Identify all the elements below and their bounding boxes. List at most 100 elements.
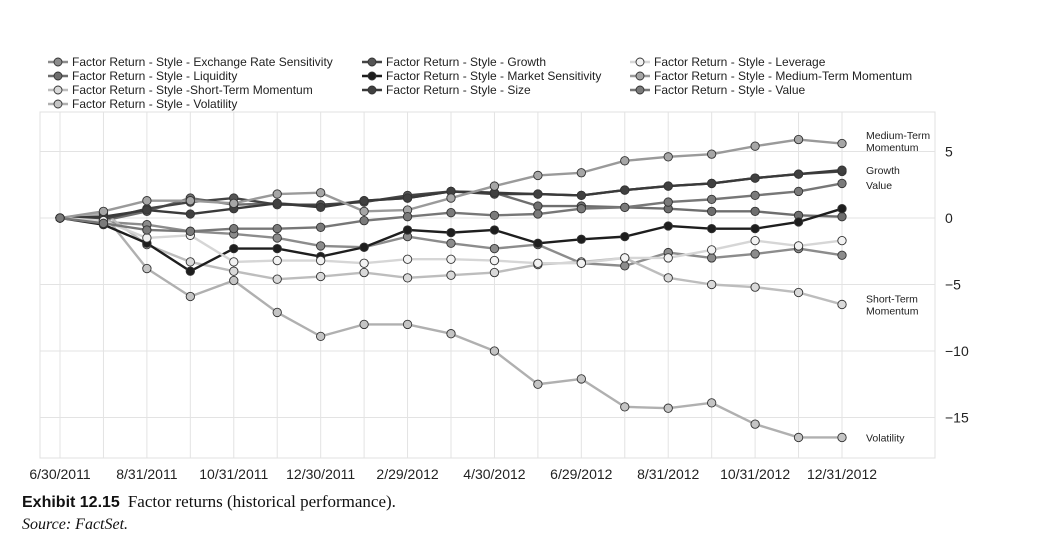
legend-swatch-marker bbox=[367, 57, 377, 67]
data-point bbox=[272, 189, 282, 199]
data-point bbox=[489, 267, 500, 278]
data-point bbox=[142, 196, 152, 206]
data-point bbox=[707, 206, 717, 217]
data-point bbox=[837, 235, 847, 246]
y-tick-label: −5 bbox=[945, 277, 961, 293]
data-point bbox=[620, 156, 630, 166]
x-tick-label: 2/29/2012 bbox=[376, 466, 438, 482]
data-point bbox=[620, 231, 630, 242]
data-point bbox=[489, 210, 500, 220]
data-point bbox=[837, 432, 847, 443]
data-point bbox=[576, 190, 586, 201]
data-point bbox=[707, 223, 717, 234]
y-tick-label: 5 bbox=[945, 144, 953, 160]
data-point bbox=[750, 223, 760, 234]
data-point bbox=[533, 258, 543, 268]
data-point bbox=[837, 138, 847, 149]
data-point bbox=[837, 204, 847, 214]
legend-swatch-marker bbox=[53, 85, 63, 95]
data-point bbox=[316, 222, 326, 232]
data-point bbox=[272, 255, 282, 266]
legend-entry: Factor Return - Style - Exchange Rate Se… bbox=[72, 55, 333, 69]
data-point bbox=[750, 282, 760, 292]
data-point bbox=[663, 403, 673, 413]
data-point bbox=[620, 185, 630, 195]
data-point bbox=[489, 346, 500, 356]
data-point bbox=[663, 221, 673, 231]
data-point bbox=[272, 274, 282, 284]
data-point bbox=[142, 263, 152, 274]
data-point bbox=[793, 432, 804, 443]
data-point bbox=[620, 202, 630, 213]
data-point bbox=[142, 233, 152, 243]
y-tick-label: −10 bbox=[945, 343, 969, 359]
legend-entry: Factor Return - Style - Market Sensitivi… bbox=[386, 69, 601, 83]
legend-swatch-marker bbox=[635, 71, 645, 81]
data-point bbox=[837, 178, 847, 189]
series-annotation: Short-Term Momentum bbox=[866, 293, 919, 317]
legend-entry: Factor Return - Style - Volatility bbox=[72, 97, 237, 111]
data-point bbox=[359, 258, 369, 268]
data-point bbox=[229, 198, 239, 209]
data-point bbox=[316, 271, 326, 282]
data-point bbox=[316, 188, 326, 198]
data-point bbox=[707, 398, 717, 408]
data-point bbox=[55, 213, 65, 223]
data-point bbox=[142, 205, 152, 215]
data-point bbox=[793, 217, 804, 227]
plot-area: 5 0 −5 −10 −15 6/30/2011 8/31/2011 10/31/2011 12… bbox=[29, 111, 969, 482]
legend-swatch-marker bbox=[53, 57, 63, 67]
data-point bbox=[576, 258, 586, 268]
x-tick-label: 10/31/2011 bbox=[199, 466, 268, 482]
x-tick-label: 8/31/2011 bbox=[116, 466, 177, 482]
x-tick-label: 12/31/2012 bbox=[807, 466, 877, 482]
x-tick-label: 4/30/2012 bbox=[463, 466, 525, 482]
data-point bbox=[837, 250, 847, 260]
data-point bbox=[272, 243, 282, 254]
data-point bbox=[402, 273, 413, 283]
legend-entry: Factor Return - Style -Short-Term Moment… bbox=[72, 83, 313, 97]
data-point bbox=[793, 134, 804, 145]
legend-entry: Factor Return - Style - Medium-Term Mome… bbox=[654, 69, 912, 83]
caption-text: Factor returns (historical performance). bbox=[127, 492, 396, 511]
data-point bbox=[229, 275, 239, 286]
data-point bbox=[402, 254, 413, 264]
data-point bbox=[707, 245, 717, 255]
y-tick-label: −15 bbox=[945, 410, 969, 426]
data-point bbox=[359, 206, 369, 217]
data-point bbox=[489, 255, 500, 266]
data-point bbox=[272, 198, 282, 209]
series-annotation: Value bbox=[866, 180, 892, 192]
data-point bbox=[316, 202, 326, 213]
x-tick-label: 12/30/2011 bbox=[286, 466, 355, 482]
data-point bbox=[142, 225, 152, 235]
data-point bbox=[793, 241, 804, 251]
data-point bbox=[576, 234, 586, 244]
data-point bbox=[402, 319, 413, 330]
data-point bbox=[750, 141, 760, 151]
data-point bbox=[663, 273, 673, 283]
data-point bbox=[402, 193, 413, 203]
data-point bbox=[533, 201, 543, 211]
data-point bbox=[98, 218, 109, 228]
data-point bbox=[489, 243, 500, 254]
data-point bbox=[707, 194, 717, 205]
figure-caption: Exhibit 12.15 Factor returns (historical … bbox=[22, 492, 396, 512]
data-point bbox=[750, 206, 760, 217]
legend-entry: Factor Return - Style - Leverage bbox=[654, 55, 826, 69]
data-point bbox=[316, 331, 326, 342]
data-point bbox=[663, 197, 673, 207]
data-point bbox=[707, 149, 717, 159]
data-point bbox=[793, 186, 804, 197]
data-point bbox=[707, 279, 717, 290]
series-annotation: Growth bbox=[866, 165, 900, 177]
legend-swatch-marker bbox=[53, 71, 63, 81]
x-tick-label: 6/29/2012 bbox=[550, 466, 612, 482]
data-point bbox=[316, 241, 326, 251]
data-point bbox=[359, 196, 369, 206]
data-point bbox=[750, 249, 760, 259]
legend-entry: Factor Return - Style - Growth bbox=[386, 55, 546, 69]
data-point bbox=[489, 225, 500, 235]
x-tick-label: 10/31/2012 bbox=[720, 466, 790, 482]
data-point bbox=[533, 189, 543, 199]
